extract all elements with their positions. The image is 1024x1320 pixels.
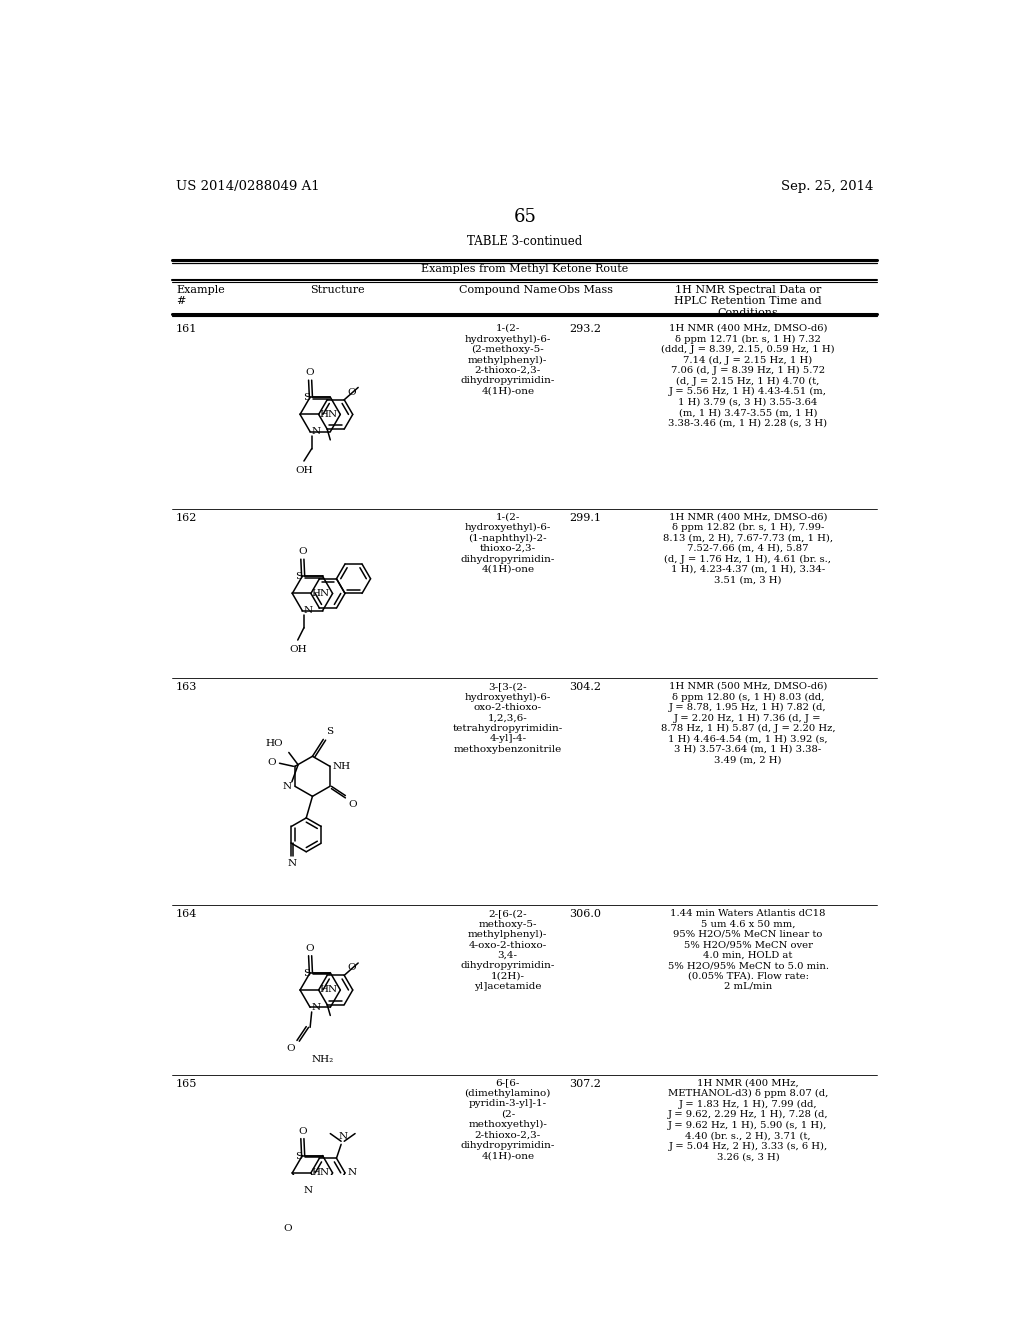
Text: NH: NH	[333, 762, 351, 771]
Text: HO: HO	[265, 739, 283, 748]
Text: S: S	[295, 1152, 302, 1160]
Text: Structure: Structure	[310, 285, 365, 294]
Text: 306.0: 306.0	[569, 909, 601, 919]
Text: N: N	[311, 1003, 321, 1012]
Text: Compound Name: Compound Name	[459, 285, 557, 294]
Text: O: O	[306, 368, 314, 378]
Text: TABLE 3-continued: TABLE 3-continued	[467, 235, 583, 248]
Text: 1H NMR (400 MHz,
METHANOL-d3) δ ppm 8.07 (d,
J = 1.83 Hz, 1 H), 7.99 (dd,
J = 9.: 1H NMR (400 MHz, METHANOL-d3) δ ppm 8.07…	[668, 1078, 828, 1162]
Text: 3-[3-(2-
hydroxyethyl)-6-
oxo-2-thioxo-
1,2,3,6-
tetrahydropyrimidin-
4-yl]-4-
m: 3-[3-(2- hydroxyethyl)-6- oxo-2-thioxo- …	[453, 682, 563, 754]
Text: N: N	[288, 859, 297, 867]
Text: 1H NMR (400 MHz, DMSO-d6)
δ ppm 12.71 (br. s, 1 H) 7.32
(ddd, J = 8.39, 2.15, 0.: 1H NMR (400 MHz, DMSO-d6) δ ppm 12.71 (b…	[662, 323, 835, 428]
Text: O: O	[298, 546, 306, 556]
Text: HN: HN	[319, 411, 337, 418]
Text: HN: HN	[311, 1168, 330, 1177]
Text: N: N	[338, 1133, 347, 1142]
Text: Examples from Methyl Ketone Route: Examples from Methyl Ketone Route	[421, 264, 629, 273]
Text: N: N	[304, 606, 313, 615]
Text: 164: 164	[176, 909, 198, 919]
Text: S: S	[295, 573, 302, 581]
Text: O: O	[286, 1044, 295, 1053]
Text: 1H NMR (400 MHz, DMSO-d6)
δ ppm 12.82 (br. s, 1 H), 7.99-
8.13 (m, 2 H), 7.67-7.: 1H NMR (400 MHz, DMSO-d6) δ ppm 12.82 (b…	[663, 512, 834, 585]
Text: N: N	[283, 781, 292, 791]
Text: 165: 165	[176, 1078, 198, 1089]
Text: S: S	[327, 727, 334, 737]
Text: 1H NMR Spectral Data or
HPLC Retention Time and
Conditions: 1H NMR Spectral Data or HPLC Retention T…	[674, 285, 822, 318]
Text: 161: 161	[176, 323, 198, 334]
Text: N: N	[347, 1168, 356, 1177]
Text: 2-[6-(2-
methoxy-5-
methylphenyl)-
4-oxo-2-thioxo-
3,4-
dihydropyrimidin-
1(2H)-: 2-[6-(2- methoxy-5- methylphenyl)- 4-oxo…	[461, 909, 555, 991]
Text: 162: 162	[176, 512, 198, 523]
Text: 65: 65	[513, 209, 537, 227]
Text: 1-(2-
hydroxyethyl)-6-
(1-naphthyl)-2-
thioxo-2,3-
dihydropyrimidin-
4(1H)-one: 1-(2- hydroxyethyl)-6- (1-naphthyl)-2- t…	[461, 512, 555, 574]
Text: OH: OH	[289, 644, 306, 653]
Text: Example
#: Example #	[176, 285, 225, 306]
Text: 304.2: 304.2	[569, 682, 601, 692]
Text: 1-(2-
hydroxyethyl)-6-
(2-methoxy-5-
methylphenyl)-
2-thioxo-2,3-
dihydropyrimid: 1-(2- hydroxyethyl)-6- (2-methoxy-5- met…	[461, 323, 555, 396]
Text: 6-[6-
(dimethylamino)
pyridin-3-yl]-1-
(2-
methoxyethyl)-
2-thioxo-2,3-
dihydrop: 6-[6- (dimethylamino) pyridin-3-yl]-1- (…	[461, 1078, 555, 1160]
Text: HN: HN	[311, 589, 330, 598]
Text: 293.2: 293.2	[569, 323, 601, 334]
Text: O: O	[347, 388, 356, 397]
Text: O: O	[267, 758, 276, 767]
Text: OH: OH	[295, 466, 312, 475]
Text: 163: 163	[176, 682, 198, 692]
Text: US 2014/0288049 A1: US 2014/0288049 A1	[176, 180, 319, 193]
Text: 1H NMR (500 MHz, DMSO-d6)
δ ppm 12.80 (s, 1 H) 8.03 (dd,
J = 8.78, 1.95 Hz, 1 H): 1H NMR (500 MHz, DMSO-d6) δ ppm 12.80 (s…	[660, 682, 836, 764]
Text: NH₂: NH₂	[311, 1055, 334, 1064]
Text: O: O	[347, 964, 356, 973]
Text: O: O	[283, 1224, 292, 1233]
Text: S: S	[303, 969, 310, 978]
Text: Obs Mass: Obs Mass	[558, 285, 612, 294]
Text: O: O	[306, 944, 314, 953]
Text: HN: HN	[319, 986, 337, 994]
Text: N: N	[304, 1185, 313, 1195]
Text: 299.1: 299.1	[569, 512, 601, 523]
Text: S: S	[303, 393, 310, 403]
Text: 1.44 min Waters Atlantis dC18
5 um 4.6 x 50 mm,
95% H2O/5% MeCN linear to
5% H2O: 1.44 min Waters Atlantis dC18 5 um 4.6 x…	[668, 909, 828, 991]
Text: O: O	[348, 800, 357, 809]
Text: 307.2: 307.2	[569, 1078, 601, 1089]
Text: O: O	[298, 1126, 306, 1135]
Text: Sep. 25, 2014: Sep. 25, 2014	[781, 180, 873, 193]
Text: N: N	[311, 428, 321, 437]
